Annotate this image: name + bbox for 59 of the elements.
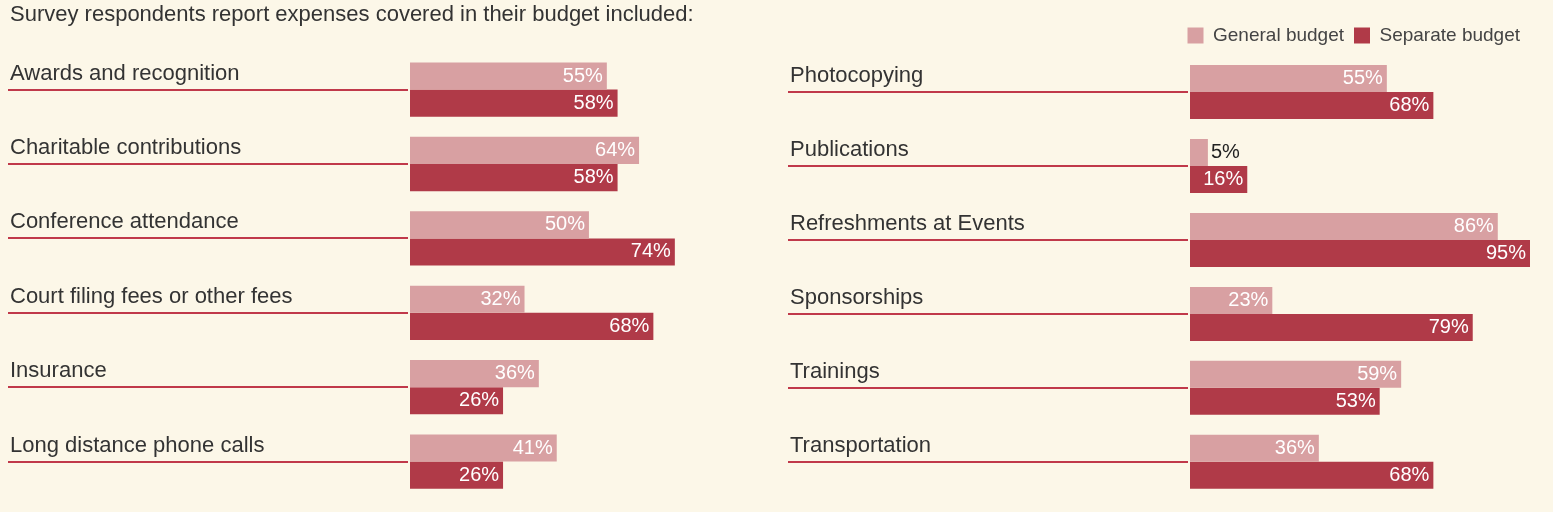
bar bbox=[410, 285, 525, 313]
legend-label: General budget bbox=[1213, 23, 1345, 45]
bar bbox=[1190, 313, 1473, 341]
bar bbox=[1190, 387, 1380, 415]
y-tick-label: Publications bbox=[790, 136, 909, 162]
data-label: 16% bbox=[1203, 166, 1244, 189]
data-label: 58% bbox=[573, 165, 614, 188]
bar bbox=[1190, 360, 1402, 388]
bar bbox=[410, 136, 640, 164]
bar bbox=[1190, 434, 1319, 462]
data-label: 32% bbox=[480, 286, 521, 309]
data-label: 95% bbox=[1485, 240, 1527, 263]
bar bbox=[1190, 212, 1498, 240]
bar bbox=[410, 89, 618, 117]
data-label: 55% bbox=[1342, 66, 1384, 88]
y-tick-label: Long distance phone calls bbox=[10, 431, 265, 457]
y-tick-label: Transportation bbox=[790, 431, 932, 457]
chart-title: Survey respondents report expenses covered in their budget included: bbox=[10, 1, 694, 27]
data-label: 55% bbox=[562, 63, 604, 86]
bar bbox=[410, 164, 618, 192]
bar bbox=[410, 434, 557, 462]
data-label: 64% bbox=[595, 137, 636, 160]
data-label: 74% bbox=[630, 239, 672, 262]
y-tick-label: Court filing fees or other fees bbox=[10, 282, 293, 308]
data-label: 41% bbox=[512, 435, 553, 458]
bar bbox=[410, 312, 654, 340]
bar bbox=[410, 62, 607, 90]
bar bbox=[1190, 461, 1434, 489]
data-label: 53% bbox=[1335, 388, 1376, 411]
bar bbox=[1190, 138, 1208, 166]
bar bbox=[410, 360, 539, 388]
data-label: 59% bbox=[1357, 361, 1398, 384]
y-tick-label: Conference attendance bbox=[10, 208, 239, 234]
data-label: 68% bbox=[609, 313, 650, 336]
bar bbox=[1190, 239, 1530, 267]
bar bbox=[1190, 64, 1387, 92]
data-label: 79% bbox=[1428, 314, 1469, 337]
data-label: 36% bbox=[1274, 435, 1316, 458]
y-tick-label: Charitable contributions bbox=[10, 134, 242, 160]
data-label: 23% bbox=[1228, 287, 1269, 310]
bar bbox=[1190, 91, 1434, 119]
data-label: 50% bbox=[544, 212, 586, 235]
legend-label: Separate budget bbox=[1379, 23, 1521, 45]
data-label: 86% bbox=[1453, 213, 1494, 236]
data-label: 5% bbox=[1210, 139, 1241, 162]
y-tick-label: Insurance bbox=[10, 357, 107, 383]
y-tick-label: Refreshments at Events bbox=[790, 209, 1025, 235]
data-label: 58% bbox=[573, 90, 614, 113]
y-tick-label: Trainings bbox=[790, 357, 880, 383]
bar bbox=[410, 211, 589, 239]
y-tick-label: Awards and recognition bbox=[10, 59, 240, 85]
data-label: 68% bbox=[1389, 462, 1430, 485]
data-label: 26% bbox=[459, 388, 500, 411]
bar bbox=[410, 238, 675, 266]
y-tick-label: Photocopying bbox=[790, 62, 924, 88]
y-tick-label: Sponsorships bbox=[790, 283, 924, 309]
data-label: 36% bbox=[494, 361, 536, 384]
data-label: 26% bbox=[459, 462, 500, 485]
data-label: 68% bbox=[1389, 93, 1430, 115]
